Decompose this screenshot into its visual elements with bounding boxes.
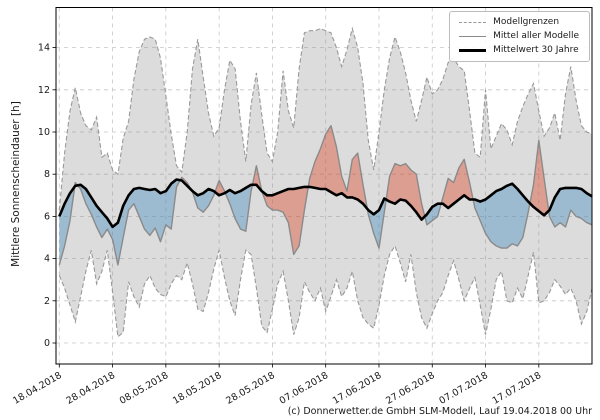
y-tick-label: 2 <box>44 296 50 307</box>
below-normal-fill <box>424 203 442 225</box>
x-tick-label: 18.05.2018 <box>171 370 224 407</box>
x-tick-label: 07.07.2018 <box>437 370 490 407</box>
model-mean-line <box>58 125 593 266</box>
legend-label: Mittelwert 30 Jahre <box>493 45 579 55</box>
below-normal-fill <box>548 187 593 227</box>
y-tick-label: 6 <box>44 211 50 222</box>
above-normal-fill <box>386 163 425 220</box>
x-tick-label: 17.07.2018 <box>491 370 544 407</box>
below-normal-fill <box>473 183 530 249</box>
climatology-30yr-line <box>58 178 593 229</box>
dashed-line-icon <box>459 22 487 23</box>
black-line-icon <box>459 49 487 52</box>
legend-item-model-bounds: Modellgrenzen <box>459 18 579 27</box>
y-tick-label: 0 <box>44 338 50 349</box>
legend-label: Modellgrenzen <box>493 17 560 27</box>
x-tick-label: 27.06.2018 <box>384 370 437 407</box>
x-tick-label: 28.05.2018 <box>224 370 277 407</box>
y-tick-label: 10 <box>38 127 50 138</box>
y-axis-title: Mittlere Sonnenscheindauer [h] <box>10 101 22 267</box>
legend: Modellgrenzen Mittel aller Modelle Mitte… <box>449 11 590 62</box>
above-normal-fill <box>252 165 309 255</box>
below-normal-fill <box>367 198 387 249</box>
y-tick-label: 12 <box>38 85 50 96</box>
below-normal-fill <box>225 184 253 232</box>
x-tick-label: 28.04.2018 <box>64 370 117 407</box>
legend-item-climatology: Mittelwert 30 Jahre <box>459 46 579 55</box>
gray-line-icon <box>459 36 487 37</box>
below-normal-fill <box>59 186 75 265</box>
x-tick-label: 08.05.2018 <box>118 370 171 407</box>
x-tick-label: 18.04.2018 <box>11 370 64 407</box>
y-tick-label: 8 <box>44 169 50 180</box>
above-normal-fill <box>529 140 549 216</box>
legend-item-model-mean: Mittel aller Modelle <box>459 32 579 41</box>
x-tick-label: 17.06.2018 <box>331 370 384 407</box>
below-normal-fill <box>77 179 181 265</box>
above-normal-fill <box>215 180 226 196</box>
copyright-caption: (c) Donnerwetter.de GmbH SLM-Modell, Lau… <box>287 406 592 417</box>
model-range-band <box>59 28 593 337</box>
y-tick-label: 14 <box>38 43 50 54</box>
model-lower-bound-line <box>58 244 593 338</box>
model-upper-bound-line <box>58 26 593 211</box>
legend-label: Mittel aller Modelle <box>493 31 579 41</box>
plot-border <box>55 7 593 365</box>
x-tick-label: 07.06.2018 <box>278 370 331 407</box>
y-tick-label: 4 <box>44 254 50 265</box>
